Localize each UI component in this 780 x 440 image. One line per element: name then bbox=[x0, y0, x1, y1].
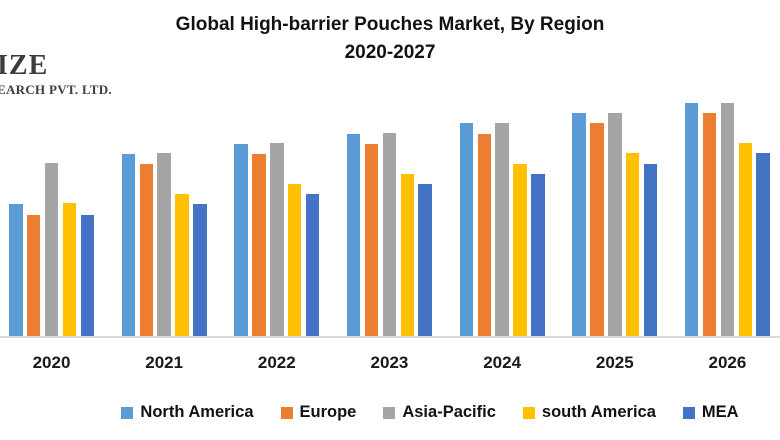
bar-mea-2026 bbox=[756, 153, 770, 336]
bar-mea-2025 bbox=[643, 164, 658, 336]
x-axis-label-2020: 2020 bbox=[32, 353, 71, 372]
x-axis-label-2021: 2021 bbox=[145, 353, 184, 372]
bar-europe-2026 bbox=[702, 113, 717, 336]
bar-mea-2021 bbox=[193, 204, 207, 336]
bar-asia-pacific-2024 bbox=[495, 123, 509, 336]
legend-label: south America bbox=[541, 403, 656, 421]
bar-south-america-2026 bbox=[738, 143, 753, 336]
bar-europe-2025 bbox=[590, 123, 604, 336]
bar-group-2021 bbox=[121, 88, 207, 336]
bar-group-2020 bbox=[9, 88, 94, 336]
x-axis-label-2024: 2024 bbox=[483, 353, 522, 372]
x-axis-label-2025: 2025 bbox=[595, 353, 634, 372]
logo-text-top: IZE bbox=[0, 50, 49, 81]
logo-text-bottom: EARCH PVT. LTD. bbox=[0, 82, 113, 97]
legend-item-mea: MEA bbox=[682, 403, 739, 422]
bar-asia-pacific-2020 bbox=[44, 163, 59, 336]
legend-item-south-america: south America bbox=[522, 403, 656, 422]
bar-asia-pacific-2025 bbox=[608, 113, 622, 336]
legend-swatch-icon bbox=[280, 406, 293, 419]
bar-south-america-2020 bbox=[62, 203, 77, 336]
bar-asia-pacific-2022 bbox=[270, 143, 284, 336]
bar-north-america-2021 bbox=[121, 154, 136, 336]
bar-north-america-2024 bbox=[459, 123, 474, 336]
bar-mea-2022 bbox=[305, 194, 320, 336]
bar-group-2022 bbox=[234, 88, 320, 336]
bar-group-2025 bbox=[572, 88, 658, 336]
bar-mea-2024 bbox=[531, 174, 545, 336]
bar-mea-2023 bbox=[418, 184, 432, 336]
legend-label: Asia-Pacific bbox=[402, 403, 496, 421]
legend: North America Europe Asia-Pacific south Ame… bbox=[0, 403, 780, 422]
bar-asia-pacific-2026 bbox=[720, 103, 735, 336]
bar-south-america-2023 bbox=[400, 174, 415, 336]
legend-label: MEA bbox=[701, 403, 739, 421]
bar-europe-2023 bbox=[364, 144, 379, 336]
bar-south-america-2022 bbox=[287, 184, 302, 336]
bar-asia-pacific-2021 bbox=[157, 153, 171, 336]
bar-europe-2024 bbox=[477, 134, 491, 336]
legend-swatch-icon bbox=[682, 406, 695, 419]
legend-swatch-icon bbox=[522, 406, 535, 419]
bar-europe-2021 bbox=[139, 164, 154, 336]
chart-title-line1: Global High-barrier Pouches Market, By R… bbox=[175, 14, 605, 35]
bar-europe-2020 bbox=[26, 215, 41, 336]
logo: IZE EARCH PVT. LTD. bbox=[0, 50, 113, 97]
legend-item-asia-pacific: Asia-Pacific bbox=[383, 403, 496, 422]
bar-north-america-2025 bbox=[572, 113, 586, 336]
bar-south-america-2025 bbox=[625, 153, 640, 336]
chart-title-line2: 2020-2027 bbox=[344, 42, 436, 63]
legend-label: North America bbox=[140, 403, 254, 421]
bar-north-america-2022 bbox=[234, 144, 248, 336]
legend-swatch-icon bbox=[121, 406, 134, 419]
bar-asia-pacific-2023 bbox=[382, 133, 397, 336]
x-axis-label-2026: 2026 bbox=[708, 353, 747, 372]
bar-mea-2020 bbox=[80, 215, 94, 336]
legend-item-north-america: North America bbox=[121, 403, 254, 422]
bar-north-america-2023 bbox=[346, 134, 361, 336]
bar-europe-2022 bbox=[252, 154, 266, 336]
chart-title: Global High-barrier Pouches Market, By R… bbox=[0, 11, 780, 67]
plot-area bbox=[0, 88, 780, 338]
bar-south-america-2021 bbox=[175, 194, 189, 336]
x-axis-labels: 2020 2021 2022 2023 2024 2025 2026 bbox=[0, 353, 780, 373]
x-axis-label-2022: 2022 bbox=[257, 353, 296, 372]
x-axis-label-2023: 2023 bbox=[370, 353, 409, 372]
bar-group-2026 bbox=[684, 88, 770, 336]
bar-south-america-2024 bbox=[513, 164, 527, 336]
legend-swatch-icon bbox=[383, 406, 396, 419]
bar-north-america-2020 bbox=[9, 204, 23, 336]
legend-item-europe: Europe bbox=[280, 403, 357, 422]
bar-group-2023 bbox=[346, 88, 432, 336]
bar-north-america-2026 bbox=[684, 103, 699, 336]
legend-label: Europe bbox=[299, 403, 357, 421]
bar-group-2024 bbox=[459, 88, 545, 336]
